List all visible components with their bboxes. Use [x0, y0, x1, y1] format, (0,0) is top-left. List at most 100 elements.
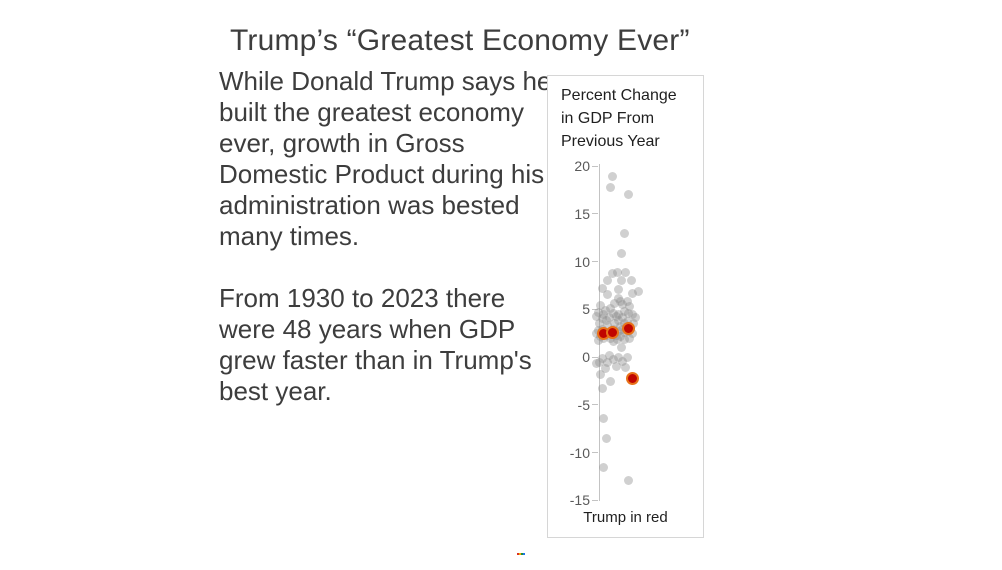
gdp-dot — [619, 229, 629, 239]
gdp-dot — [617, 342, 626, 352]
gdp-dot — [611, 312, 621, 322]
y-tick-label: 10 — [574, 253, 590, 270]
gdp-dot — [600, 305, 610, 315]
gdp-dot — [617, 276, 626, 286]
tiny-footer-mark — [517, 553, 525, 555]
y-tick-mark — [592, 452, 598, 453]
y-tick-label: 5 — [582, 301, 590, 318]
gdp-dot — [621, 363, 631, 372]
gdp-dot — [610, 319, 620, 329]
gdp-dot — [626, 276, 636, 286]
gdp-dot — [618, 357, 628, 367]
footer-mark-pixel — [519, 553, 521, 555]
gdp-dot — [607, 172, 617, 181]
gdp-dot — [625, 301, 635, 311]
footer-mark-pixel — [523, 553, 525, 555]
gdp-dot — [606, 303, 615, 313]
gdp-dot — [619, 306, 629, 316]
gdp-dot — [598, 463, 608, 473]
gdp-dot — [614, 294, 624, 304]
gdp-dot — [603, 290, 613, 300]
gdp-dot — [614, 284, 624, 294]
y-tick-label: -15 — [569, 492, 590, 509]
body-paragraph-2: From 1930 to 2023 there were 48 years wh… — [219, 283, 532, 406]
gdp-dot — [611, 362, 621, 372]
gdp-dot — [604, 313, 614, 323]
gdp-dot-trump — [622, 321, 636, 335]
gdp-dot — [596, 300, 606, 310]
gdp-dot — [608, 355, 618, 365]
gdp-dot — [614, 326, 624, 336]
y-tick-label: 15 — [574, 205, 590, 222]
gdp-dot — [615, 321, 625, 331]
gdp-dot — [622, 317, 632, 327]
gdp-dot — [597, 384, 607, 393]
footer-mark-pixel — [521, 553, 523, 555]
gdp-dot — [592, 328, 602, 338]
gdp-dot-trump — [626, 371, 639, 385]
gdp-dot — [614, 309, 624, 319]
body-paragraph-1: While Donald Trump says he built the gre… — [219, 66, 552, 251]
y-tick-label: 0 — [582, 349, 590, 365]
gdp-dot — [623, 308, 633, 318]
gdp-dot — [633, 286, 643, 296]
gdp-dot — [595, 319, 604, 329]
gdp-dot — [603, 320, 613, 330]
y-tick-mark — [592, 308, 598, 310]
gdp-dot — [623, 475, 633, 485]
gdp-dot-trump — [605, 325, 619, 339]
gdp-dot — [607, 269, 617, 279]
gdp-dot — [603, 276, 613, 286]
gdp-dot — [615, 297, 625, 307]
gdp-dot — [593, 336, 603, 346]
gdp-dot — [608, 337, 618, 347]
gdp-dot — [615, 332, 625, 342]
gdp-dot — [618, 299, 628, 309]
chart-caption: Trump in red — [583, 509, 668, 526]
y-tick-mark — [592, 261, 598, 262]
gdp-dot — [596, 369, 606, 379]
gdp-dot — [625, 334, 635, 344]
gdp-dot — [612, 335, 622, 345]
body-text: While Donald Trump says he built the gre… — [219, 66, 553, 438]
gdp-dot — [622, 297, 632, 307]
gdp-dot — [617, 249, 626, 259]
gdp-dot — [592, 359, 602, 369]
gdp-dot — [597, 283, 607, 293]
gdp-dot — [614, 316, 624, 326]
gdp-dot — [592, 312, 602, 322]
gdp-dot — [606, 334, 615, 344]
gdp-dot — [597, 354, 607, 364]
y-tick-mark — [592, 213, 598, 215]
gdp-dot — [595, 358, 604, 368]
gdp-dot — [599, 310, 609, 320]
gdp-dot — [614, 353, 624, 363]
y-tick-mark — [592, 165, 598, 167]
gdp-dot — [603, 358, 613, 368]
footer-mark-pixel — [517, 553, 519, 555]
gdp-dot — [623, 190, 633, 200]
gdp-dot — [606, 183, 615, 193]
gdp-dot — [630, 313, 640, 323]
y-tick-mark — [592, 499, 598, 501]
gdp-dot — [621, 268, 631, 278]
gdp-dot — [612, 267, 622, 277]
gdp-dot — [622, 353, 632, 363]
gdp-dot — [618, 313, 628, 323]
gdp-dot — [619, 335, 629, 345]
page-title: Trump’s “Greatest Economy Ever” — [230, 24, 690, 57]
y-tick-label: -5 — [577, 396, 590, 413]
gdp-dot — [628, 289, 637, 299]
gdp-dot — [597, 314, 607, 324]
gdp-dot — [608, 308, 618, 318]
gdp-dot — [628, 310, 637, 320]
y-tick-label: 20 — [574, 158, 590, 174]
gdp-dot — [599, 413, 609, 423]
gdp-dot — [593, 307, 603, 317]
gdp-dot — [601, 433, 611, 443]
y-tick-mark — [592, 404, 598, 406]
y-tick-mark — [592, 356, 598, 358]
gdp-dot — [600, 363, 610, 373]
y-tick-label: -10 — [569, 444, 590, 461]
